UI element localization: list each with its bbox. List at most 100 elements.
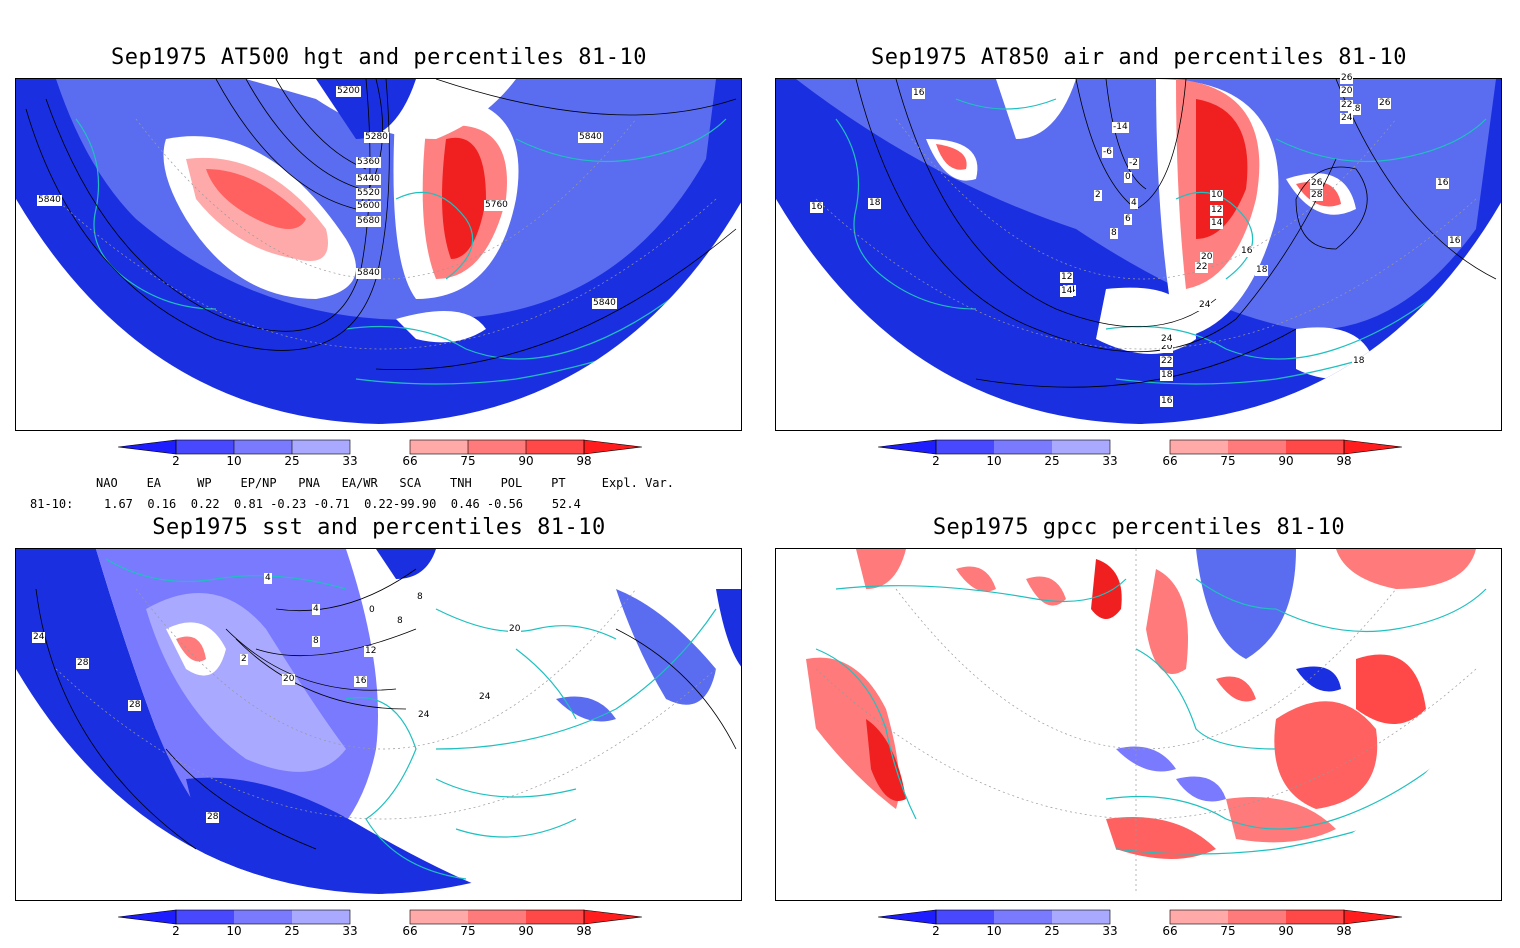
contour-label: 18: [1255, 265, 1269, 276]
contour-label: 22: [1195, 262, 1209, 273]
contour-label: 20: [1340, 86, 1354, 97]
panel-3-map: [15, 548, 742, 901]
contour-label: 5840: [578, 132, 603, 143]
colorbar-label: 90: [518, 454, 534, 468]
contour-label: 2: [1094, 190, 1102, 201]
contour-label: 5840: [37, 195, 62, 206]
contour-label: 5360: [356, 157, 381, 168]
colorbar-label: 10: [226, 454, 242, 468]
contour-label: 24: [1340, 113, 1354, 124]
coastlines: [105, 558, 717, 880]
contour-label: 22: [1160, 356, 1174, 367]
colorbar-label: 75: [460, 454, 476, 468]
contour-label: 8: [416, 592, 424, 603]
contour-label: 20: [1200, 252, 1214, 263]
contour-lines: [855, 79, 1497, 388]
contour-label: 0: [368, 605, 376, 616]
air-percentile-field: [776, 79, 1501, 424]
contour-label: 4: [312, 604, 320, 615]
colorbar-label: 66: [1162, 454, 1178, 468]
panel-2-map: [775, 78, 1502, 431]
contour-label: 6: [1124, 214, 1132, 225]
contour-label: -6: [1102, 147, 1113, 158]
panel-1-map: [15, 78, 742, 431]
colorbar-label: 33: [1102, 454, 1118, 468]
contour-label: 5440: [356, 174, 381, 185]
contour-label: 20: [1160, 342, 1174, 353]
contour-label: 26: [1378, 98, 1392, 109]
colorbar-panel-1: 2 10 25 33 66 75 90 98: [118, 438, 738, 478]
colorbar-label: 2: [172, 454, 180, 468]
colorbar-label: 98: [576, 454, 592, 468]
colorbar-label: 66: [402, 454, 418, 468]
contour-label: 24: [1198, 300, 1212, 311]
contour-label: 24: [417, 710, 431, 721]
panel-1-title: Sep1975 AT500 hgt and percentiles 81-10: [110, 45, 648, 70]
colorbar-label: 90: [1278, 454, 1294, 468]
contour-label: 18: [1160, 370, 1174, 381]
contour-label: 20: [508, 624, 522, 635]
colorbar-label: 33: [1102, 924, 1118, 938]
contour-label: 18: [1348, 104, 1362, 115]
contour-label: 18: [1352, 356, 1366, 367]
colorbar-label: 2: [932, 924, 940, 938]
indices-values: 1.67 0.16 0.22 0.81 -0.23 -0.71 0.22-99.…: [104, 497, 581, 511]
colorbar-panel-3: 2 10 25 33 66 75 90 98: [118, 908, 738, 948]
colorbar-label: 33: [342, 924, 358, 938]
contour-label: 24: [1160, 334, 1174, 345]
contour-label: 2: [240, 654, 248, 665]
colorbar-label: 75: [1220, 454, 1236, 468]
contour-label: 16: [1160, 396, 1174, 407]
contour-label: -14: [1112, 122, 1129, 133]
contour-label: 16: [1240, 246, 1254, 257]
colorbar-label: 98: [1336, 454, 1352, 468]
colorbar-label: 25: [1044, 454, 1060, 468]
colorbar-label: 25: [284, 924, 300, 938]
contour-label: 16: [354, 676, 368, 687]
contour-label: 10: [1210, 190, 1224, 201]
indices-row-label: 81-10:: [30, 497, 74, 511]
contour-label: 28: [1310, 190, 1324, 201]
contour-label: 22: [1340, 100, 1354, 111]
contour-label: 5840: [592, 298, 617, 309]
colorbar-label: 90: [518, 924, 534, 938]
contour-label: 5760: [484, 200, 509, 211]
contour-label: 12: [1210, 205, 1224, 216]
colorbar-label: 66: [1162, 924, 1178, 938]
colorbar-label: 33: [342, 454, 358, 468]
contour-label: 24: [478, 692, 492, 703]
contour-label: 5600: [356, 201, 381, 212]
colorbar-panel-4: 2 10 25 33 66 75 90 98: [878, 908, 1498, 948]
colorbar-label: 10: [986, 924, 1002, 938]
panel-4-map: [775, 548, 1502, 901]
contour-label: 26: [1340, 73, 1354, 84]
colorbar-label: 75: [1220, 924, 1236, 938]
contour-lines: [35, 568, 737, 850]
contour-label: 16: [1436, 178, 1450, 189]
contour-label: 4: [264, 573, 272, 584]
indices-header: NAO EA WP EP/NP PNA EA/WR SCA TNH POL PT…: [96, 476, 674, 490]
contour-label: -2: [1128, 158, 1139, 169]
contour-label: 20: [282, 674, 296, 685]
contour-label: 12: [1060, 272, 1074, 283]
contour-label: 28: [206, 812, 220, 823]
contour-label: 5520: [356, 188, 381, 199]
colorbar-panel-2: 2 10 25 33 66 75 90 98: [878, 438, 1498, 478]
contour-label: 8: [1110, 228, 1118, 239]
contour-label: 16: [912, 88, 926, 99]
contour-label: 5680: [356, 216, 381, 227]
colorbar-label: 25: [1044, 924, 1060, 938]
colorbar-label: 25: [284, 454, 300, 468]
contour-label: 16: [1448, 236, 1462, 247]
colorbar-label: 98: [576, 924, 592, 938]
contour-label: 14: [1060, 286, 1074, 297]
contour-label: 28: [128, 700, 142, 711]
contour-label: 12: [364, 646, 378, 657]
colorbar-label: 2: [172, 924, 180, 938]
panel-3-title: Sep1975 sst and percentiles 81-10: [152, 515, 606, 540]
colorbar-label: 90: [1278, 924, 1294, 938]
contour-label: 5280: [364, 132, 389, 143]
contour-label: 26: [1310, 178, 1324, 189]
colorbar-label: 10: [226, 924, 242, 938]
contour-label: 28: [76, 658, 90, 669]
